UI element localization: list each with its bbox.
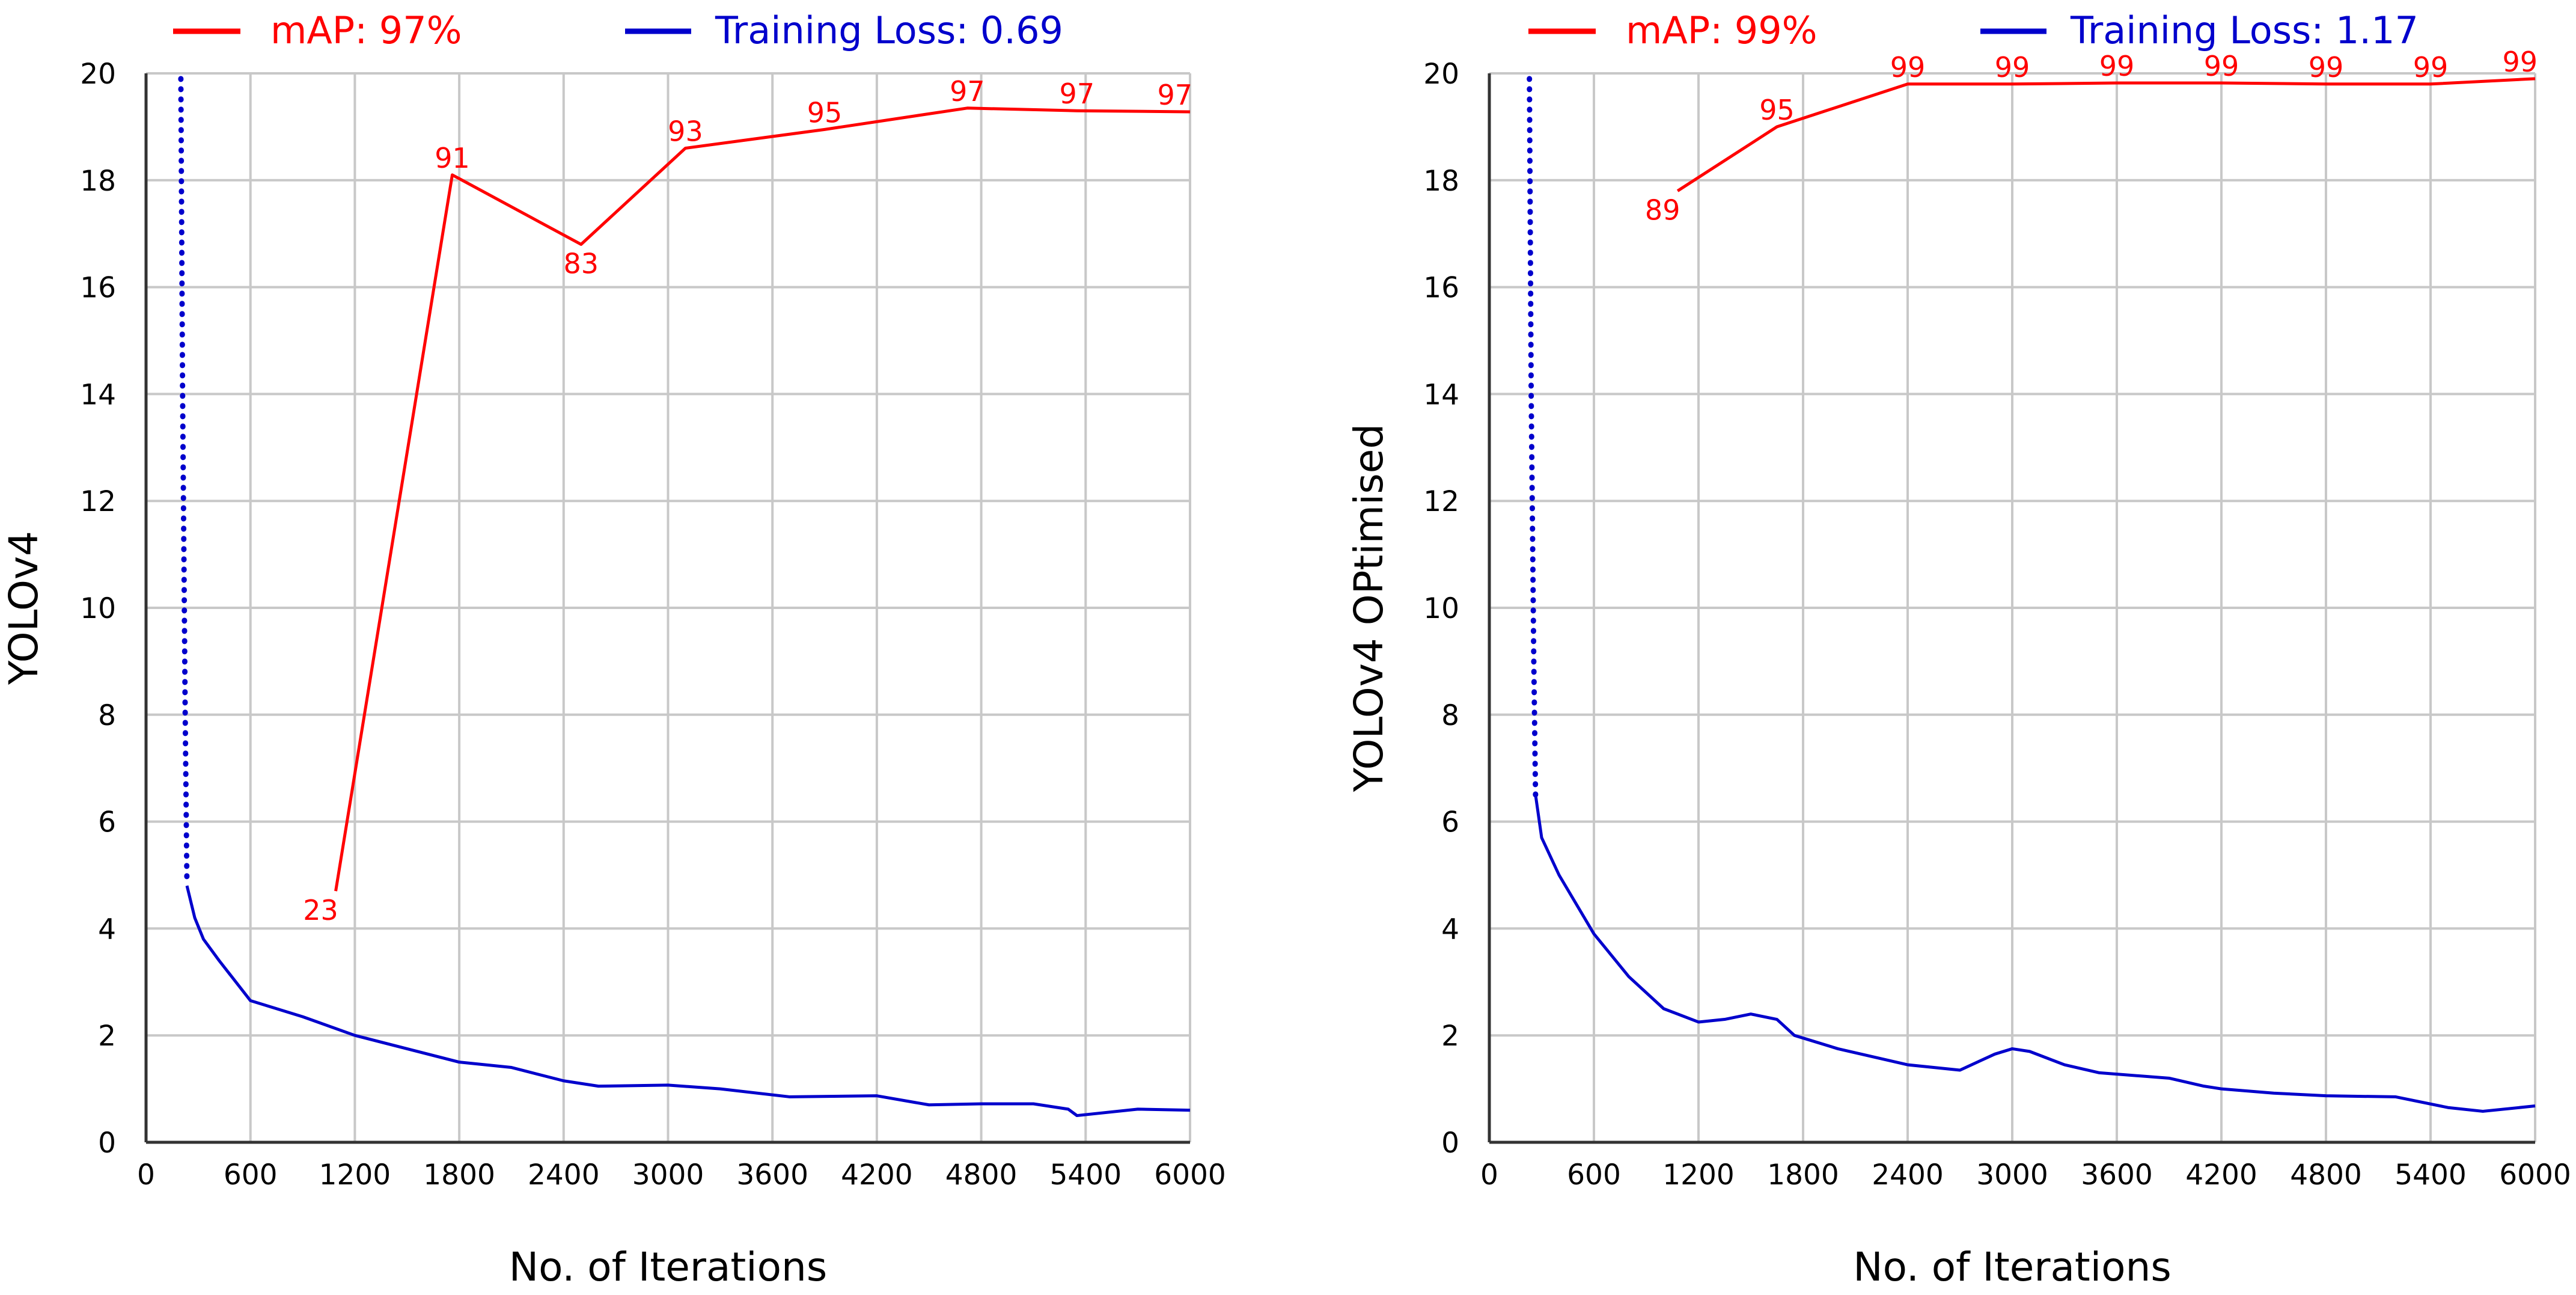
y-tick-label: 18	[1423, 165, 1459, 198]
y-axis-title: YOLOv4	[1, 531, 47, 685]
x-tick-label: 2400	[1872, 1159, 1944, 1192]
legend-loss-label: Training Loss: 1.17	[2070, 8, 2419, 52]
x-tick-label: 3600	[2081, 1159, 2153, 1192]
x-tick-label: 5400	[1049, 1159, 1122, 1192]
y-tick-label: 12	[1423, 485, 1459, 518]
map-data-label: 89	[1645, 194, 1680, 227]
x-tick-label: 6000	[1154, 1159, 1226, 1192]
x-axis-title: No. of Iterations	[1853, 1244, 2171, 1290]
map-data-label: 99	[1890, 51, 1926, 84]
map-data-label: 99	[2204, 50, 2239, 82]
y-tick-label: 16	[80, 272, 116, 305]
map-data-label: 93	[668, 115, 703, 147]
x-tick-label: 1800	[423, 1159, 495, 1192]
map-data-label: 91	[435, 142, 470, 174]
x-tick-label: 0	[1480, 1159, 1498, 1192]
y-tick-label: 8	[1441, 699, 1459, 732]
x-tick-label: 3000	[1976, 1159, 2048, 1192]
legend: mAP: 99% Training Loss: 1.17	[1528, 8, 2419, 52]
loss-line	[1534, 794, 2536, 1113]
legend: mAP: 97% Training Loss: 0.69	[173, 8, 1063, 52]
chart-1: 0 600 1200 1800 2400 3000 3600 4200 4800 5400 6000…	[1, 8, 1226, 1290]
x-tick-label: 600	[1567, 1159, 1621, 1192]
y-tick-label: 20	[80, 58, 116, 91]
x-tick-label: 1200	[1662, 1159, 1735, 1192]
y-tick-label: 20	[1423, 58, 1459, 91]
y-tick-label: 10	[80, 592, 116, 625]
y-tick-label: 0	[1441, 1127, 1459, 1160]
x-tick-label: 4200	[841, 1159, 913, 1192]
chart-2: 0 600 1200 1800 2400 3000 3600 4200 4800 5400 6000…	[1346, 8, 2571, 1290]
y-tick-label: 0	[98, 1127, 116, 1160]
map-data-label: 95	[807, 96, 843, 129]
y-tick-label: 4	[1441, 913, 1459, 946]
y-tick-label: 14	[1423, 378, 1459, 411]
x-tick-label: 4200	[2185, 1159, 2257, 1192]
map-data-label: 99	[2502, 46, 2538, 78]
map-data-label: 97	[1157, 79, 1192, 111]
legend-map-label: mAP: 97%	[270, 8, 462, 52]
x-tick-label: 1200	[319, 1159, 391, 1192]
x-tick-label: 1800	[1767, 1159, 1839, 1192]
y-tick-label: 14	[80, 378, 116, 411]
loss-dotted-line	[1527, 76, 1539, 798]
x-tick-label: 3600	[736, 1159, 808, 1192]
x-tick-label: 5400	[2394, 1159, 2467, 1192]
y-tick-label: 18	[80, 165, 116, 198]
y-tick-label: 10	[1423, 592, 1459, 625]
y-tick-label: 6	[98, 806, 116, 839]
map-data-label: 99	[2309, 51, 2344, 84]
y-tick-label: 8	[98, 699, 116, 732]
x-tick-label: 4800	[2290, 1159, 2362, 1192]
map-line	[1676, 77, 2536, 192]
x-tick-label: 4800	[945, 1159, 1018, 1192]
x-axis-title: No. of Iterations	[509, 1244, 827, 1290]
x-tick-label: 600	[224, 1159, 278, 1192]
y-tick-label: 4	[98, 913, 116, 946]
map-data-label: 99	[2099, 50, 2135, 82]
loss-dotted-line	[178, 76, 190, 889]
x-tick-label: 2400	[528, 1159, 600, 1192]
x-tick-label: 3000	[632, 1159, 704, 1192]
map-data-label: 99	[1995, 51, 2030, 84]
x-tick-label: 0	[137, 1159, 155, 1192]
legend-map-label: mAP: 99%	[1626, 8, 1818, 52]
y-tick-label: 2	[1441, 1020, 1459, 1053]
map-data-label: 97	[950, 75, 985, 108]
y-tick-label: 6	[1441, 806, 1459, 839]
map-data-label: 83	[563, 247, 599, 280]
y-tick-label: 16	[1423, 272, 1459, 305]
y-tick-label: 2	[98, 1020, 116, 1053]
map-data-label: 99	[2413, 51, 2449, 84]
y-axis-title: YOLOv4 OPtimised	[1346, 424, 1392, 793]
map-data-label: 23	[303, 894, 338, 926]
map-data-label: 95	[1759, 94, 1795, 126]
y-tick-label: 12	[80, 485, 116, 518]
legend-loss-label: Training Loss: 0.69	[715, 8, 1063, 52]
map-data-label: 97	[1060, 78, 1095, 110]
loss-line	[185, 885, 1191, 1118]
x-tick-label: 6000	[2499, 1159, 2571, 1192]
map-line	[334, 106, 1191, 892]
